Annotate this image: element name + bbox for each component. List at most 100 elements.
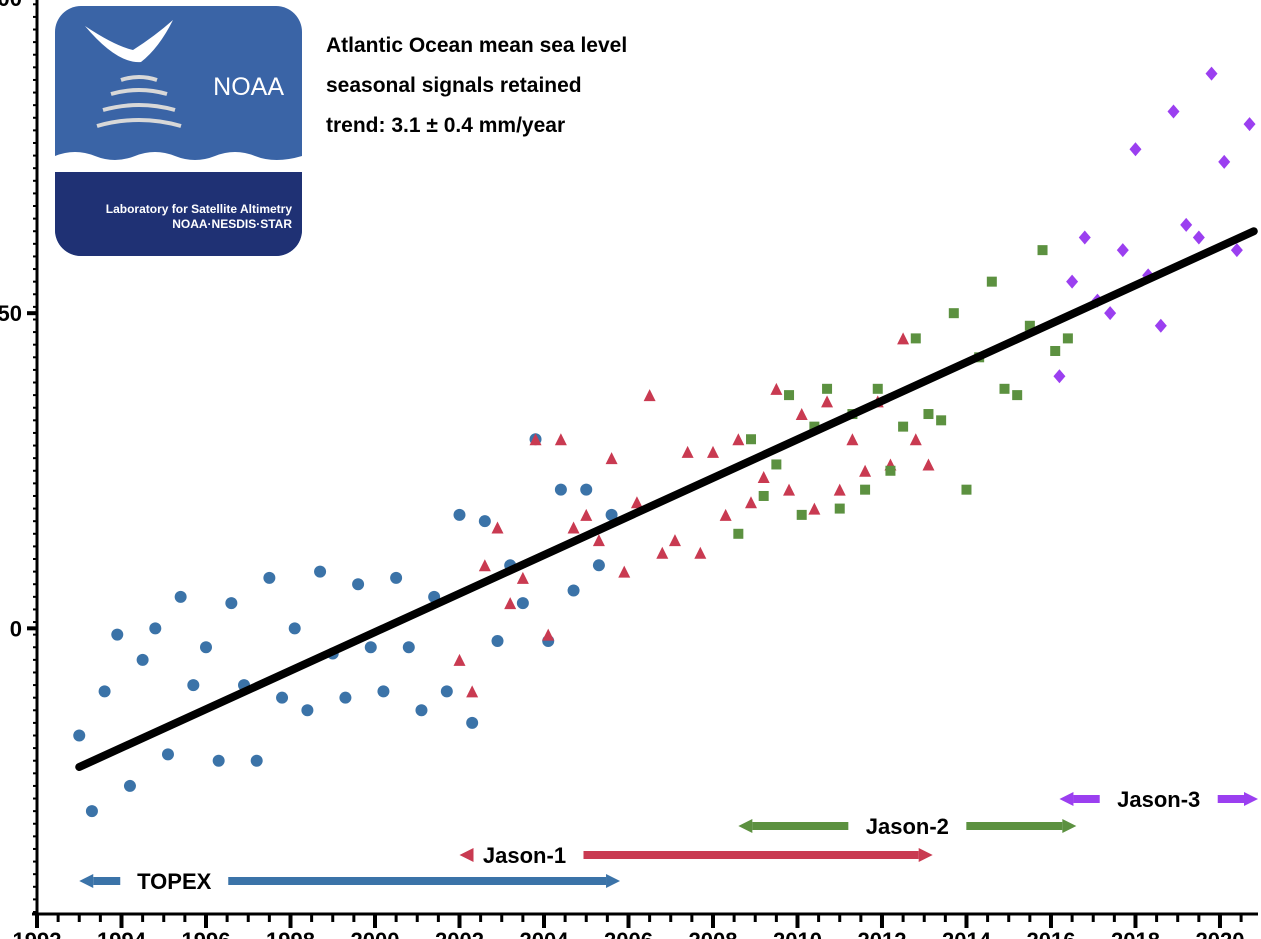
data-point (542, 628, 555, 641)
data-point (732, 433, 745, 446)
data-point (1050, 345, 1061, 356)
data-point (1116, 243, 1129, 258)
data-point (339, 691, 352, 704)
data-point (402, 641, 415, 654)
span-arrow-left (79, 874, 94, 888)
data-point (999, 383, 1010, 394)
x-tick-label: 1998 (266, 928, 315, 939)
data-point (770, 382, 783, 395)
data-point (516, 597, 529, 610)
data-point (516, 571, 529, 584)
data-point (377, 685, 390, 698)
data-point (314, 565, 327, 578)
trend-annotation: trend: 3.1 ± 0.4 mm/year (326, 114, 566, 137)
data-point (250, 754, 263, 767)
data-point (199, 641, 212, 654)
data-point (821, 395, 834, 408)
data-point (1129, 142, 1142, 157)
data-point (796, 509, 807, 520)
span-bar-right (583, 851, 919, 859)
x-tick-label: 2008 (689, 928, 738, 939)
data-point (630, 496, 643, 509)
data-point (733, 528, 744, 539)
x-tick-label: 2012 (858, 928, 907, 939)
data-point (73, 729, 86, 742)
data-point (795, 408, 808, 421)
data-point (491, 521, 504, 534)
span-label: Jason-3 (1117, 787, 1200, 812)
data-point (85, 805, 98, 818)
data-point (1062, 333, 1073, 344)
data-point (860, 484, 871, 495)
data-point (859, 464, 872, 477)
data-point (1053, 369, 1066, 384)
data-point (1167, 104, 1180, 119)
data-point (910, 333, 921, 344)
data-point (136, 653, 149, 666)
x-tick-label: 2014 (942, 928, 992, 939)
data-point (961, 484, 972, 495)
chart-subtitle: seasonal signals retained (326, 74, 582, 97)
data-point (504, 597, 517, 610)
data-point (1154, 318, 1167, 333)
data-point (567, 521, 580, 534)
data-point (1104, 306, 1117, 321)
data-point (1078, 230, 1091, 245)
data-point (1192, 230, 1205, 245)
span-bar-left (93, 877, 121, 885)
data-point (453, 653, 466, 666)
data-point (936, 415, 947, 426)
data-point (478, 559, 491, 572)
data-point (706, 445, 719, 458)
x-tick-label: 2006 (604, 928, 653, 939)
data-point (98, 685, 111, 698)
data-point (352, 578, 365, 591)
data-point (771, 459, 782, 470)
data-point (1037, 245, 1048, 256)
data-point (656, 546, 669, 559)
data-point (123, 779, 136, 792)
data-point (161, 748, 174, 761)
x-tick-label: 2016 (1027, 928, 1076, 939)
data-point (833, 483, 846, 496)
data-point (491, 634, 504, 647)
x-tick-label: 2002 (435, 928, 484, 939)
data-point (478, 515, 491, 528)
data-point (643, 389, 656, 402)
data-point (1230, 243, 1243, 258)
mission-span-arrows: TOPEX Jason-1 Jason-2 Jason-3 (79, 787, 1258, 894)
data-point (580, 508, 593, 521)
data-point (605, 452, 618, 465)
data-point (909, 433, 922, 446)
span-arrow-left (738, 819, 753, 833)
data-point (808, 502, 821, 515)
x-tick-label: 2000 (351, 928, 400, 939)
y-tick-label: 50 (0, 301, 22, 326)
data-point (757, 471, 770, 484)
trend-line-path (75, 227, 1258, 772)
data-point (1205, 66, 1218, 81)
span-bar-right (1217, 795, 1244, 803)
noaa-bird-icon (55, 20, 302, 176)
data-point (746, 434, 757, 445)
data-point (1180, 217, 1193, 232)
data-point (288, 622, 301, 635)
logo-band (55, 172, 302, 256)
data-point (923, 409, 934, 420)
trend-line (75, 227, 1258, 772)
span-bar-right (966, 822, 1063, 830)
x-tick-label: 1992 (13, 928, 62, 939)
data-point (605, 508, 618, 521)
data-point (784, 390, 795, 401)
data-point (111, 628, 124, 641)
x-tick-label: 1996 (182, 928, 231, 939)
data-point (885, 465, 896, 476)
span-arrow-left (459, 848, 474, 862)
data-point (922, 458, 935, 471)
data-point (1066, 274, 1079, 289)
data-point (592, 559, 605, 572)
data-point (149, 622, 162, 635)
x-tick-label: 2020 (1195, 928, 1244, 939)
